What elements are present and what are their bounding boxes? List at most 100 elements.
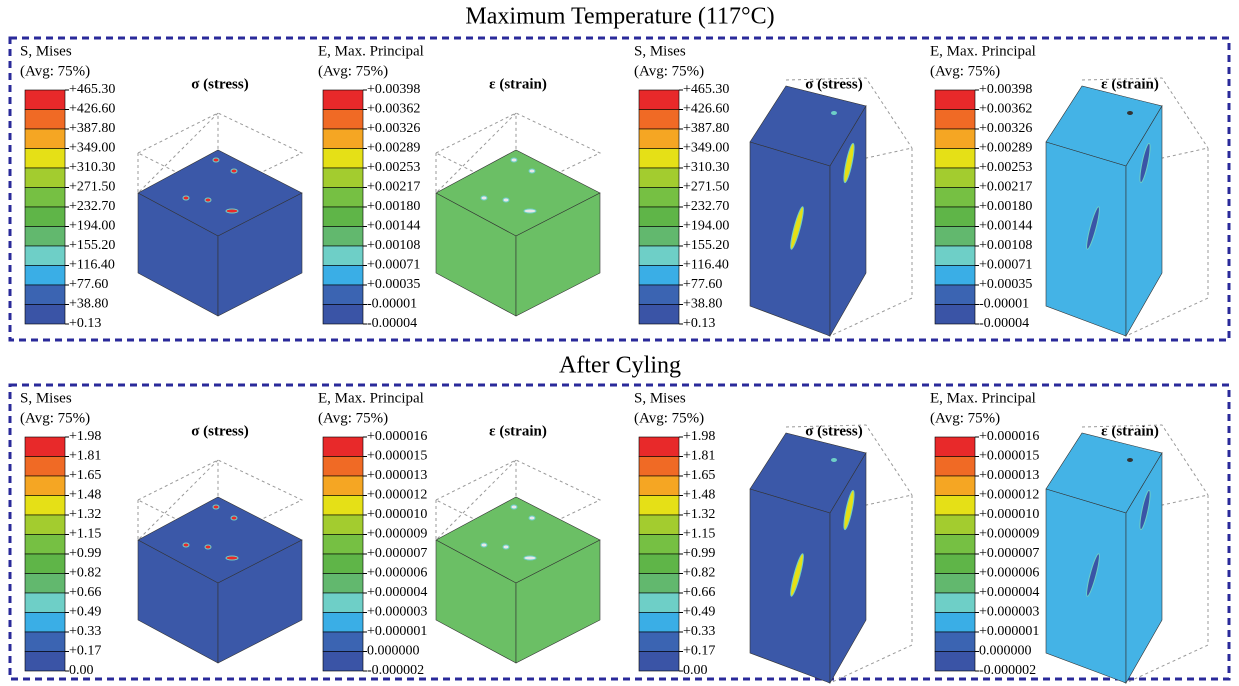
legend-title: E, Max. Principal <box>318 43 424 59</box>
hotspot <box>524 209 536 213</box>
color-cell <box>25 613 65 633</box>
legend-label: +387.80 <box>69 121 115 136</box>
legend-label: +271.50 <box>683 180 729 195</box>
legend-label: +0.00217 <box>979 180 1032 195</box>
color-cell <box>935 129 975 149</box>
legend-label: +0.000012 <box>367 488 427 503</box>
legend-label: +1.98 <box>69 429 101 444</box>
legend-title: E, Max. Principal <box>318 390 424 406</box>
legend-label: +232.70 <box>69 199 115 214</box>
color-cell <box>935 574 975 594</box>
hotspot <box>205 545 211 549</box>
legend-label: +38.80 <box>69 297 108 312</box>
hotspot <box>481 543 487 547</box>
legend-label: +0.33 <box>683 624 715 639</box>
hotspot <box>503 198 509 202</box>
legend-label: +465.30 <box>69 82 115 97</box>
color-cell <box>935 110 975 130</box>
legend-label: 0.00 <box>683 663 708 678</box>
color-cell <box>25 285 65 305</box>
legend-label: +0.00071 <box>979 258 1032 273</box>
hotspot <box>511 158 517 162</box>
color-cell <box>25 305 65 325</box>
legend-label: +0.000006 <box>367 566 427 581</box>
legend-label: +0.00144 <box>367 219 420 234</box>
legend-label: -0.00004 <box>367 316 417 331</box>
color-cell <box>323 266 363 286</box>
legend-label: +0.00398 <box>367 82 420 97</box>
color-cell <box>25 632 65 652</box>
legend-label: +1.48 <box>69 488 101 503</box>
legend-label: +116.40 <box>69 258 115 273</box>
legend-label: +0.99 <box>69 546 101 561</box>
legend-label: +194.00 <box>683 219 729 234</box>
legend-label: +0.000015 <box>367 449 427 464</box>
legend-label: +0.00253 <box>979 160 1032 175</box>
legend-label: +77.60 <box>69 277 108 292</box>
hotspot <box>831 458 837 462</box>
color-cell <box>639 574 679 594</box>
color-cell <box>25 554 65 574</box>
legend-label: +310.30 <box>683 160 729 175</box>
plot-label: ε (strain) <box>489 76 547 92</box>
hotspot <box>183 543 189 547</box>
color-cell <box>639 437 679 457</box>
legend-label: +0.13 <box>69 316 101 331</box>
color-cell <box>323 168 363 188</box>
color-cell <box>25 476 65 496</box>
legend-label: +387.80 <box>683 121 729 136</box>
legend-title: S, Mises <box>20 43 72 59</box>
hotspot <box>213 158 219 162</box>
color-cell <box>639 168 679 188</box>
color-cell <box>25 246 65 266</box>
model <box>1046 425 1208 683</box>
section-title: Maximum Temperature (117°C) <box>465 4 774 30</box>
color-cell <box>639 496 679 516</box>
color-cell <box>323 285 363 305</box>
color-cell <box>323 90 363 110</box>
color-cell <box>639 90 679 110</box>
color-cell <box>935 188 975 208</box>
legend-label: 0.00 <box>69 663 94 678</box>
legend-title: (Avg: 75%) <box>930 410 1000 426</box>
color-cell <box>323 227 363 247</box>
legend-title: (Avg: 75%) <box>20 63 90 79</box>
color-cell <box>935 149 975 169</box>
legend-label: +0.00035 <box>979 277 1032 292</box>
legend-label: +0.00035 <box>367 277 420 292</box>
block-left <box>1046 142 1126 336</box>
color-cell <box>323 652 363 672</box>
legend-label: +0.000010 <box>979 507 1039 522</box>
color-cell <box>25 457 65 477</box>
color-cell <box>323 613 363 633</box>
legend-label: +0.000007 <box>979 546 1039 561</box>
hotspot <box>503 545 509 549</box>
color-cell <box>323 207 363 227</box>
color-cell <box>323 574 363 594</box>
color-cell <box>639 129 679 149</box>
legend-title: (Avg: 75%) <box>318 63 388 79</box>
plot-label: σ (stress) <box>191 76 248 92</box>
legend-label: +0.82 <box>69 566 101 581</box>
color-cell <box>639 515 679 535</box>
color-cell <box>25 496 65 516</box>
legend-label: +426.60 <box>69 102 115 117</box>
color-cell <box>935 554 975 574</box>
legend-label: +465.30 <box>683 82 729 97</box>
legend-title: (Avg: 75%) <box>634 410 704 426</box>
legend-label: +349.00 <box>69 141 115 156</box>
color-cell <box>935 207 975 227</box>
color-cell <box>323 305 363 325</box>
legend-title: S, Mises <box>634 43 686 59</box>
legend-label: +0.00144 <box>979 219 1032 234</box>
color-cell <box>323 593 363 613</box>
hotspot <box>226 556 238 560</box>
section-title: After Cyling <box>559 353 681 379</box>
color-cell <box>935 476 975 496</box>
legend-label: +0.000007 <box>367 546 427 561</box>
model <box>1046 78 1208 336</box>
model <box>436 460 600 663</box>
color-cell <box>323 515 363 535</box>
color-cell <box>935 652 975 672</box>
legend-label: +0.000015 <box>979 449 1039 464</box>
